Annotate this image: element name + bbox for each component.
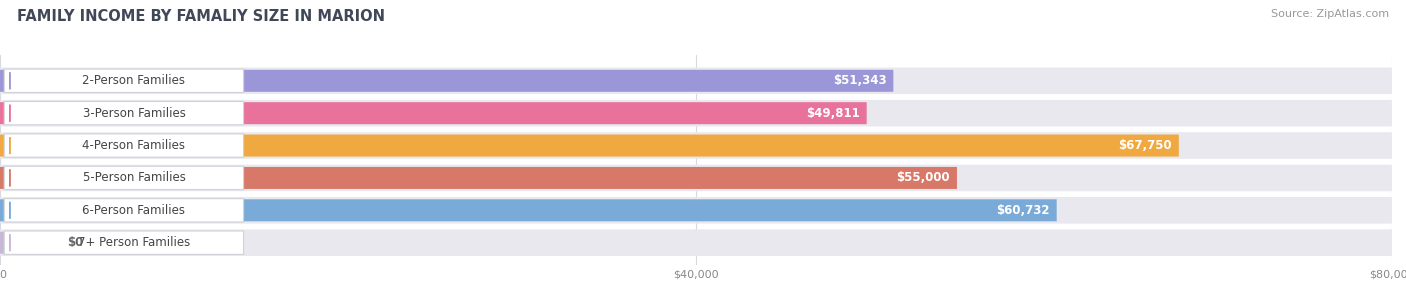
Text: 2-Person Families: 2-Person Families: [83, 74, 186, 87]
Text: 4-Person Families: 4-Person Families: [83, 139, 186, 152]
FancyBboxPatch shape: [0, 197, 1392, 224]
FancyBboxPatch shape: [0, 229, 1392, 256]
FancyBboxPatch shape: [4, 199, 243, 222]
Text: $55,000: $55,000: [897, 171, 950, 185]
FancyBboxPatch shape: [0, 199, 1057, 221]
Text: $60,732: $60,732: [997, 204, 1050, 217]
FancyBboxPatch shape: [0, 70, 893, 92]
FancyBboxPatch shape: [0, 135, 1178, 156]
Text: 7+ Person Families: 7+ Person Families: [77, 236, 190, 249]
Text: FAMILY INCOME BY FAMALIY SIZE IN MARION: FAMILY INCOME BY FAMALIY SIZE IN MARION: [17, 9, 385, 24]
Text: Source: ZipAtlas.com: Source: ZipAtlas.com: [1271, 9, 1389, 19]
FancyBboxPatch shape: [4, 166, 243, 190]
Text: $49,811: $49,811: [806, 107, 859, 120]
Text: $51,343: $51,343: [832, 74, 886, 87]
FancyBboxPatch shape: [0, 232, 59, 254]
FancyBboxPatch shape: [4, 134, 243, 157]
FancyBboxPatch shape: [0, 100, 1392, 127]
Text: $0: $0: [67, 236, 83, 249]
FancyBboxPatch shape: [4, 102, 243, 125]
FancyBboxPatch shape: [0, 165, 1392, 191]
Text: 6-Person Families: 6-Person Families: [83, 204, 186, 217]
FancyBboxPatch shape: [0, 132, 1392, 159]
FancyBboxPatch shape: [4, 231, 243, 254]
FancyBboxPatch shape: [4, 69, 243, 92]
FancyBboxPatch shape: [0, 167, 957, 189]
FancyBboxPatch shape: [0, 67, 1392, 94]
Text: 3-Person Families: 3-Person Families: [83, 107, 186, 120]
Text: 5-Person Families: 5-Person Families: [83, 171, 186, 185]
Text: $67,750: $67,750: [1118, 139, 1171, 152]
FancyBboxPatch shape: [0, 102, 866, 124]
